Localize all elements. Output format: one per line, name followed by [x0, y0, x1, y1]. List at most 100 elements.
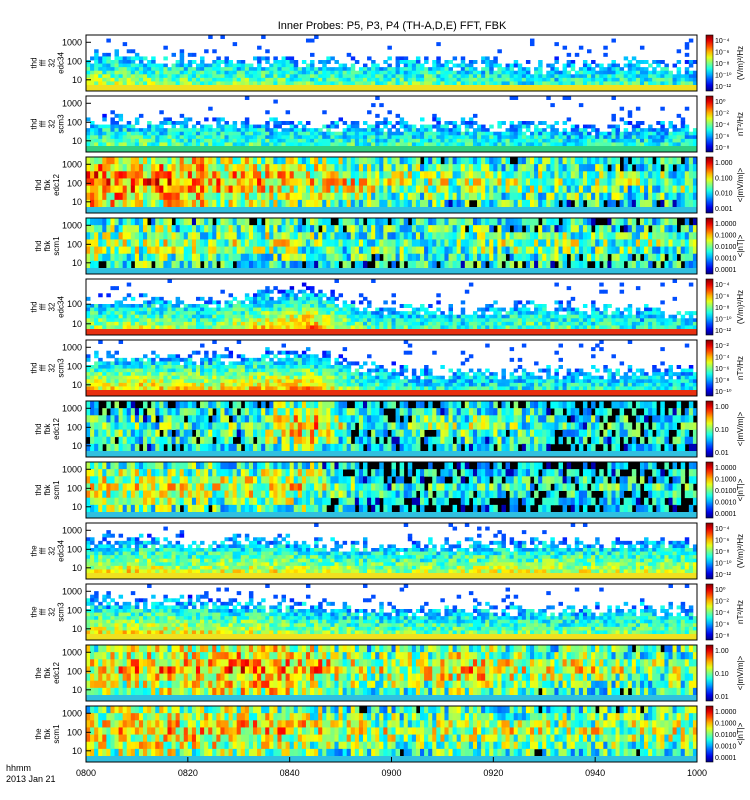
spectrogram-cell	[493, 81, 498, 86]
spectrogram-cell	[391, 171, 396, 179]
spectrogram-cell	[591, 325, 596, 330]
spectrogram-cell	[505, 81, 511, 86]
spectrogram-cell	[489, 135, 494, 140]
spectrogram-cell	[566, 142, 572, 147]
spectrogram-cell	[464, 185, 470, 194]
spectrogram-cell	[395, 113, 401, 118]
spectrogram-cell	[342, 260, 348, 269]
spectrogram-cell	[403, 325, 409, 330]
spectrogram-cell	[106, 171, 111, 179]
spectrogram-cell	[130, 178, 136, 186]
spectrogram-cell	[672, 192, 678, 201]
spectrogram-cell	[175, 253, 181, 262]
spectrogram-cell	[619, 199, 625, 208]
spectrogram-cell	[367, 124, 372, 129]
spectrogram-cell	[236, 314, 242, 319]
spectrogram-cell	[326, 67, 331, 72]
spectrogram-cell	[134, 81, 140, 86]
spectrogram-cell	[253, 304, 258, 308]
spectrogram-cell	[208, 81, 213, 86]
spectrogram-cell	[591, 253, 596, 262]
spectrogram-cell	[147, 318, 152, 323]
spectrogram-cell	[460, 117, 466, 122]
spectrogram-cell	[151, 63, 156, 68]
spectrogram-cell	[224, 131, 229, 136]
spectrogram-cell	[595, 199, 600, 208]
spectrogram-cell	[680, 135, 686, 140]
spectrogram-cell	[171, 171, 177, 179]
spectrogram-cell	[195, 232, 201, 240]
spectrogram-cell	[159, 296, 164, 301]
spectrogram-cell	[542, 157, 547, 165]
spectrogram-cell	[281, 225, 286, 233]
spectrogram-cell	[399, 325, 405, 330]
spectrogram-cell	[542, 225, 547, 233]
spectrogram-cell	[505, 260, 511, 269]
spectrogram-cell	[656, 253, 661, 262]
spectrogram-cell	[591, 304, 596, 308]
spectrogram-cell	[432, 60, 437, 64]
spectrogram-cell	[167, 164, 172, 172]
spectrogram-cell	[456, 70, 462, 75]
spectrogram-cell	[676, 199, 682, 208]
spectrogram-cell	[293, 157, 299, 165]
spectrogram-cell	[314, 77, 319, 82]
spectrogram-cell	[395, 164, 401, 172]
spectrogram-cell	[383, 124, 388, 129]
spectrogram-cell	[460, 77, 466, 82]
spectrogram-cell	[261, 192, 266, 201]
spectrogram-cell	[244, 185, 250, 194]
spectrogram-cell	[603, 138, 608, 143]
spectrogram-cell	[375, 67, 380, 72]
spectrogram-cell	[175, 318, 181, 323]
spectrogram-cell	[371, 142, 376, 147]
spectrogram-cell	[635, 128, 641, 133]
spectrogram-cell	[660, 239, 665, 247]
spectrogram-cell	[354, 260, 360, 269]
spectrogram-cell	[310, 246, 315, 255]
spectrogram-cell	[395, 70, 401, 75]
spectrogram-cell	[595, 260, 600, 269]
spectrogram-cell	[179, 192, 185, 201]
spectrogram-cell	[546, 131, 551, 136]
spectrogram-cell	[371, 239, 376, 247]
spectrogram-cell	[578, 225, 584, 233]
spectrogram-cell	[90, 260, 95, 269]
spectrogram-cell	[314, 225, 319, 233]
spectrogram-cell	[379, 260, 384, 269]
spectrogram-cell	[314, 128, 319, 133]
spectrogram-cell	[509, 318, 515, 323]
spectrogram-cell	[611, 74, 616, 79]
spectrogram-cell	[509, 171, 515, 179]
spectrogram-cell	[126, 307, 132, 312]
spectrogram-cell	[477, 253, 482, 262]
spectrogram-cell	[220, 325, 225, 330]
spectrogram-cell	[550, 239, 555, 247]
spectrogram-cell	[86, 192, 91, 201]
spectrogram-cell	[501, 171, 506, 179]
spectrogram-cell	[114, 232, 119, 240]
spectrogram-cell	[334, 138, 339, 143]
spectrogram-cell	[244, 260, 250, 269]
spectrogram-cell	[106, 307, 111, 312]
spectrogram-cell	[603, 52, 608, 57]
spectrogram-cell	[244, 157, 250, 165]
spectrogram-cell	[420, 131, 425, 136]
spectrogram-cell	[550, 77, 555, 82]
spectrogram-cell	[546, 260, 551, 269]
spectrogram-cell	[305, 38, 311, 43]
spectrogram-cell	[326, 56, 331, 61]
spectrogram-cell	[305, 131, 311, 136]
spectrogram-cell	[90, 70, 95, 75]
spectrogram-cell	[236, 232, 242, 240]
spectrogram-cell	[387, 307, 392, 312]
spectrogram-cell	[631, 171, 637, 179]
spectrogram-cell	[310, 192, 315, 201]
spectrogram-cell	[126, 67, 132, 72]
spectrogram-cell	[660, 178, 665, 186]
spectrogram-cell	[371, 218, 376, 226]
spectrogram-cell	[688, 246, 694, 255]
spectrogram-cell	[489, 185, 494, 194]
spectrogram-cell	[334, 296, 339, 301]
spectrogram-cell	[159, 321, 164, 326]
